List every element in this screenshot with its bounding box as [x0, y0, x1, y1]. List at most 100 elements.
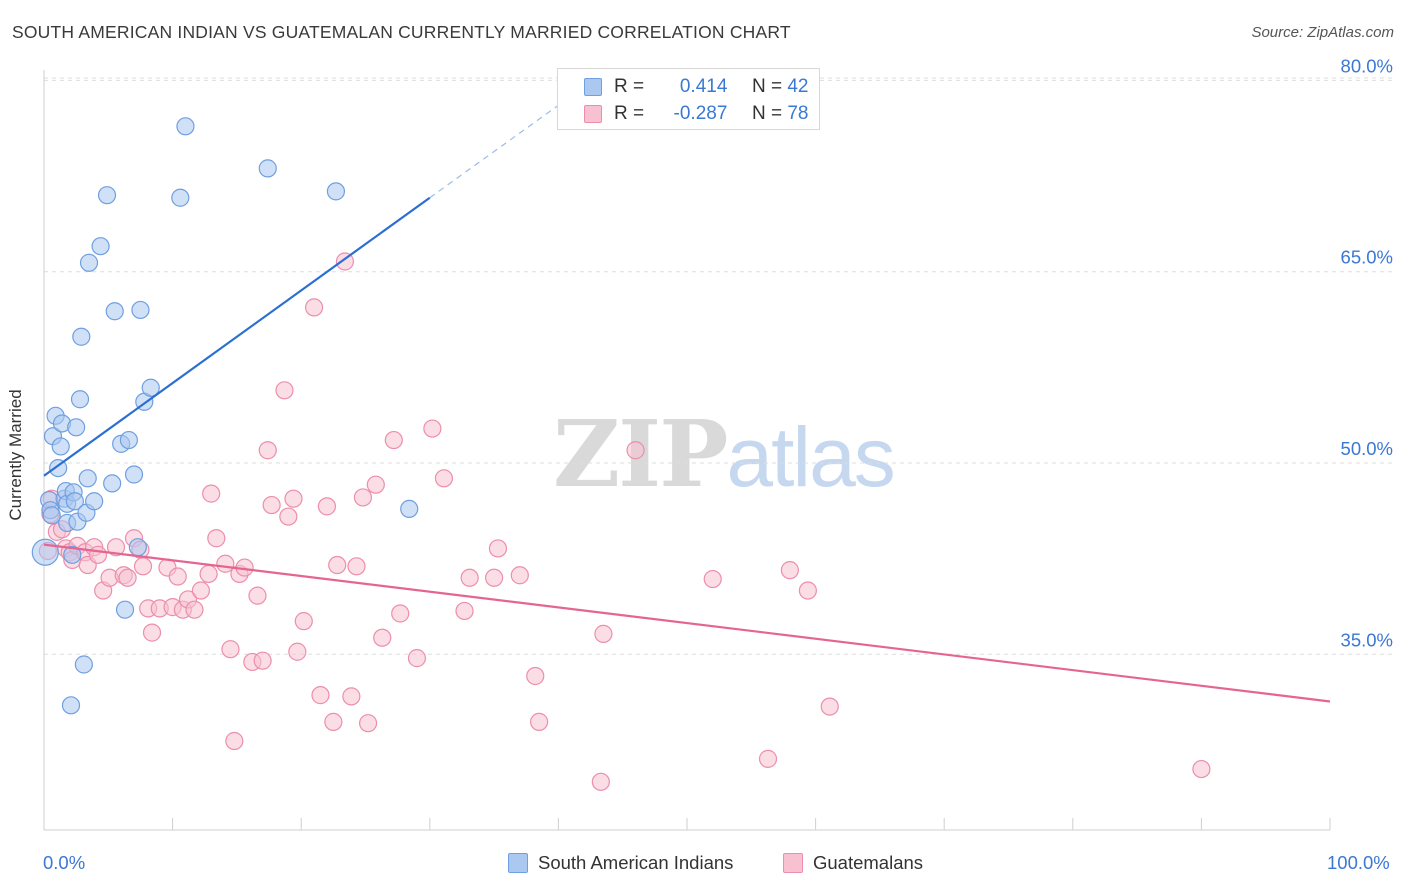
pink-point — [358, 714, 378, 733]
blue-point — [85, 492, 104, 511]
blue-point — [258, 159, 277, 178]
pink-point — [225, 731, 244, 751]
pink-point — [460, 568, 479, 587]
pink-point — [347, 557, 366, 576]
pink-point — [221, 640, 240, 659]
blue-point — [326, 182, 346, 201]
correlation-legend: R = 0.414 N = 42 R = -0.287 N = 78 — [557, 68, 820, 130]
pink-point — [258, 441, 277, 460]
pink-point — [191, 581, 210, 600]
pink-point — [591, 772, 610, 791]
x-tick-label-max: 100.0% — [1327, 852, 1390, 873]
blue-point — [128, 538, 147, 557]
pink-point — [485, 568, 504, 587]
pink-point — [311, 686, 330, 705]
blue-point — [176, 117, 195, 136]
blue-point — [97, 186, 117, 205]
blue-point — [42, 506, 61, 525]
watermark: ZIPatlas — [553, 400, 896, 508]
pink-point — [335, 252, 355, 271]
pink-point — [207, 529, 226, 548]
legend-row-south-american-indians: R = 0.414 N = 42 — [558, 74, 819, 100]
pink-point — [294, 612, 313, 631]
pink-trend-line — [43, 543, 1331, 703]
pink-point — [168, 567, 187, 586]
blue-point — [79, 253, 99, 272]
pink-point — [284, 489, 303, 508]
pink-point — [407, 649, 427, 668]
pink-point — [353, 488, 373, 507]
r-label: R = — [614, 76, 645, 97]
pink-point — [106, 538, 126, 557]
pink-point — [304, 298, 324, 317]
pink-point — [798, 581, 817, 600]
pink-point — [455, 601, 474, 621]
pink-point — [510, 566, 529, 585]
pink-point — [88, 545, 108, 564]
r-value: -0.287 — [673, 103, 728, 124]
legend-label: South American Indians — [538, 852, 734, 873]
pink-point — [324, 712, 343, 731]
y-tick-label: 80.0% — [1341, 55, 1393, 76]
legend-label: Guatemalans — [813, 852, 924, 873]
pink-point — [216, 554, 235, 573]
blue-point — [119, 430, 138, 450]
source-credit: Source: ZipAtlas.com — [1251, 24, 1394, 41]
n-value: 42 — [787, 76, 809, 97]
blue-point — [67, 418, 86, 437]
pink-point — [262, 495, 281, 515]
blue-point — [131, 300, 150, 320]
blue-point — [171, 188, 190, 207]
blue-point — [91, 237, 110, 256]
pink-point — [434, 469, 454, 488]
blue-point — [63, 545, 82, 564]
chart-title: SOUTH AMERICAN INDIAN VS GUATEMALAN CURR… — [12, 22, 791, 42]
bottom-legend-south-american-indians[interactable]: South American Indians — [508, 852, 733, 874]
n-label: N = — [751, 103, 783, 124]
blue-point — [141, 378, 160, 397]
blue-point — [400, 499, 419, 519]
y-tick-label: 50.0% — [1341, 438, 1393, 459]
x-tick-label-min: 0.0% — [43, 852, 86, 873]
blue-point — [61, 696, 81, 715]
blue-point — [103, 474, 122, 493]
pink-point — [199, 564, 218, 584]
pink-point — [366, 475, 385, 494]
r-value: 0.414 — [679, 76, 728, 97]
pink-point — [133, 557, 153, 576]
blue-point — [74, 655, 93, 674]
legend-swatch-pink — [783, 853, 803, 873]
legend-stats: R = 0.414 N = 42 — [614, 76, 808, 98]
blue-point — [105, 302, 124, 321]
legend-swatch-blue — [584, 78, 602, 96]
blue-point — [51, 437, 70, 456]
legend-swatch-blue — [508, 853, 528, 873]
pink-point — [342, 687, 361, 706]
blue-point — [65, 492, 84, 511]
y-tick-label: 65.0% — [1341, 247, 1393, 268]
pink-point — [118, 568, 137, 587]
pink-point — [384, 430, 403, 450]
pink-point — [488, 539, 508, 558]
pink-point — [279, 507, 298, 526]
y-axis-label: Currently Married — [6, 389, 25, 521]
pink-point — [253, 651, 272, 670]
bottom-legend-guatemalans[interactable]: Guatemalans — [783, 852, 923, 874]
legend-row-guatemalans: R = -0.287 N = 78 — [558, 101, 819, 127]
pink-point — [780, 561, 799, 580]
pink-point — [820, 697, 839, 716]
pink-point — [423, 419, 442, 438]
pink-point — [703, 569, 722, 589]
watermark-atlas: atlas — [726, 410, 895, 504]
pink-point — [594, 624, 613, 643]
legend-stats: R = -0.287 N = 78 — [614, 103, 808, 125]
pink-point — [328, 555, 347, 575]
r-label: R = — [614, 103, 645, 124]
pink-point — [373, 628, 392, 647]
pink-point — [758, 749, 778, 768]
pink-point — [626, 441, 645, 460]
n-value: 78 — [787, 103, 809, 124]
blue-point — [70, 390, 90, 409]
blue-trend-line — [43, 196, 431, 477]
